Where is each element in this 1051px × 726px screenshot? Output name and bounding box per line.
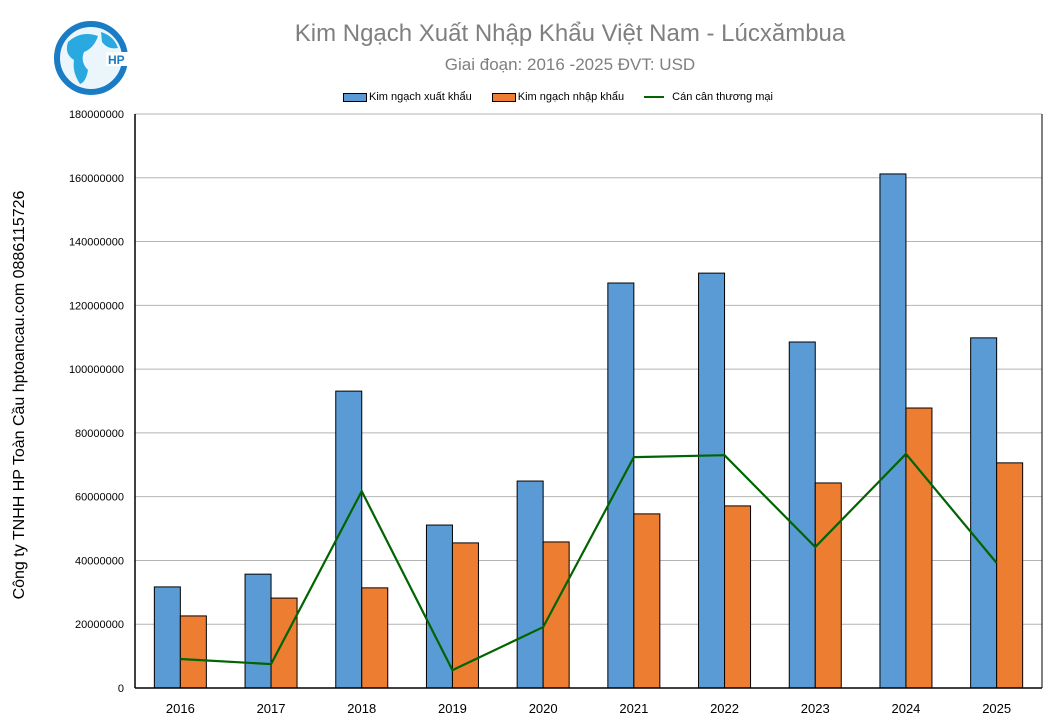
bar-import-2019: [451, 542, 479, 689]
bar-import-2017: [270, 597, 298, 689]
chart-subtitle: Giai đoạn: 2016 -2025 ĐVT: USD: [444, 55, 696, 74]
bar-export-2024: [879, 173, 907, 689]
y-tick-label: 120000000: [69, 300, 124, 312]
legend-label-balance: Cán cân thương mại: [672, 91, 773, 103]
y-tick-label: 0: [118, 683, 124, 695]
x-tick-label: 2025: [982, 701, 1011, 716]
bar-import-2023: [814, 482, 842, 689]
x-tick-label: 2018: [347, 701, 376, 716]
y-tick-label: 40000000: [75, 555, 124, 567]
y-tick-label: 140000000: [69, 237, 124, 249]
bar-import-2024: [905, 407, 933, 689]
line-balance: [180, 452, 998, 672]
y-tick-label: 60000000: [75, 492, 124, 504]
bar-export-2021: [607, 282, 635, 689]
bar-export-2025: [970, 337, 998, 689]
bar-export-2022: [698, 272, 726, 689]
x-tick-label: 2019: [438, 701, 467, 716]
x-tick-label: 2020: [529, 701, 558, 716]
logo: HP: [54, 21, 130, 95]
x-tick-label: 2022: [710, 701, 739, 716]
logo-text: HP: [108, 53, 125, 67]
legend-label-export: Kim ngạch xuất khẩu: [369, 91, 472, 103]
bar-import-2016: [179, 615, 207, 689]
bar-import-2018: [361, 587, 389, 689]
legend-swatch-export: [343, 92, 367, 102]
bar-export-2016: [153, 586, 181, 689]
bar-import-2020: [542, 541, 570, 689]
x-tick-label: 2017: [257, 701, 286, 716]
legend-label-import: Kim ngạch nhập khẩu: [517, 91, 625, 103]
y-tick-label: 80000000: [75, 428, 124, 440]
legend-item-balance: Cán cân thương mại: [644, 91, 773, 103]
y-tick-label: 180000000: [69, 109, 124, 121]
y-tick-label: 100000000: [69, 364, 124, 376]
bar-import-2025: [996, 462, 1024, 689]
bar-import-2021: [633, 513, 661, 689]
legend-item-import: Kim ngạch nhập khẩu: [491, 91, 625, 103]
bar-export-2023: [788, 341, 816, 689]
legend-swatch-balance: [644, 96, 665, 98]
bar-export-2020: [516, 480, 544, 689]
x-tick-label: 2023: [801, 701, 830, 716]
legend: Kim ngạch xuất khẩu Kim ngạch nhập khẩu …: [343, 91, 773, 103]
y-tick-label: 160000000: [69, 173, 124, 185]
chart-title: Kim Ngạch Xuất Nhập Khẩu Việt Nam - Lúcx…: [294, 20, 846, 47]
bar-export-2018: [335, 390, 363, 689]
bar-export-2017: [244, 573, 272, 689]
legend-item-export: Kim ngạch xuất khẩu: [343, 91, 472, 103]
bar-import-2022: [724, 505, 752, 689]
x-tick-label: 2024: [891, 701, 920, 716]
y-tick-label: 20000000: [75, 619, 124, 631]
x-tick-label: 2021: [619, 701, 648, 716]
x-tick-label: 2016: [166, 701, 195, 716]
legend-swatch-import: [491, 92, 516, 102]
